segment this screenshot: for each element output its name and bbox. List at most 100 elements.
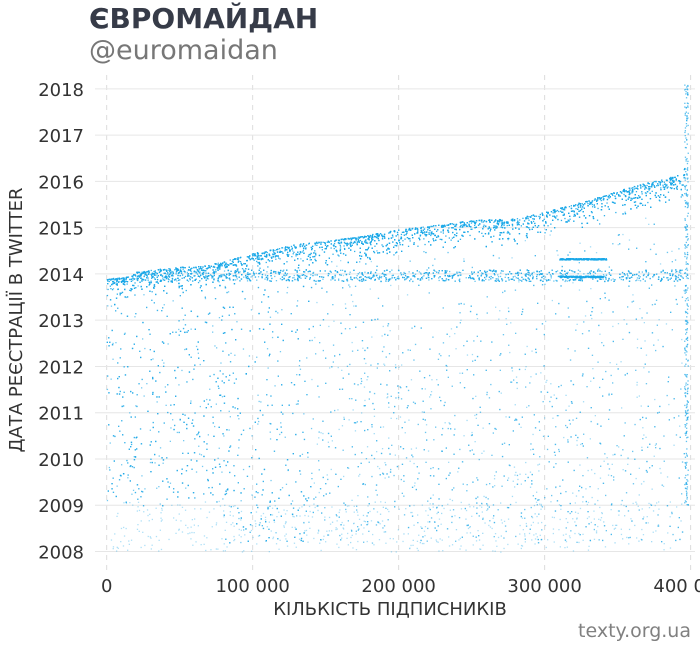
data-point — [342, 287, 344, 289]
data-point — [340, 332, 343, 335]
data-point — [414, 482, 416, 484]
data-point — [356, 275, 358, 277]
data-point — [313, 482, 315, 484]
data-point — [511, 370, 514, 372]
data-point — [460, 319, 462, 321]
data-point — [579, 464, 581, 466]
data-point — [581, 333, 584, 335]
data-point — [243, 276, 245, 278]
data-point — [632, 450, 634, 453]
data-point — [612, 382, 614, 384]
data-point — [295, 403, 298, 405]
data-point — [524, 368, 526, 371]
data-point — [645, 417, 647, 419]
data-point — [506, 232, 508, 234]
data-point — [351, 398, 353, 400]
data-point — [451, 489, 453, 491]
data-point — [508, 464, 510, 466]
data-point — [161, 359, 163, 361]
data-point — [320, 432, 322, 434]
data-point — [596, 219, 599, 221]
data-point — [587, 203, 589, 205]
data-point — [199, 453, 201, 455]
data-point — [604, 453, 606, 455]
data-point — [626, 323, 628, 325]
data-point — [351, 446, 353, 448]
data-point — [533, 504, 536, 507]
data-point — [459, 238, 462, 240]
data-point — [367, 512, 369, 514]
data-point — [301, 251, 303, 253]
data-point — [524, 480, 526, 482]
data-point — [508, 416, 511, 418]
data-point — [347, 520, 349, 522]
data-point — [350, 294, 353, 296]
data-point — [385, 274, 388, 276]
data-point — [541, 284, 544, 286]
data-point — [373, 408, 375, 410]
data-point — [541, 506, 544, 508]
data-point — [546, 273, 548, 275]
data-point — [162, 277, 164, 279]
data-point — [478, 535, 480, 537]
data-point — [525, 226, 528, 228]
data-point — [672, 533, 674, 536]
data-point — [554, 443, 557, 446]
data-point — [488, 397, 491, 399]
data-point — [195, 345, 198, 348]
data-point — [646, 471, 648, 473]
data-point — [332, 304, 334, 306]
data-point — [436, 230, 438, 232]
data-point — [471, 228, 473, 230]
data-point — [643, 434, 645, 436]
data-point — [562, 479, 564, 481]
data-point — [424, 419, 426, 421]
data-point — [430, 234, 432, 237]
data-point — [544, 417, 546, 419]
data-point — [568, 316, 570, 318]
data-point — [396, 417, 398, 420]
data-point — [279, 351, 282, 353]
data-point — [652, 510, 655, 512]
data-point — [305, 247, 307, 249]
data-point — [533, 271, 535, 273]
data-point — [516, 483, 519, 485]
data-point — [673, 417, 675, 419]
data-point — [165, 275, 167, 277]
data-point — [675, 298, 677, 301]
data-point — [624, 422, 626, 424]
data-point — [334, 447, 337, 449]
data-point — [541, 284, 544, 286]
data-point — [616, 363, 618, 365]
data-point — [127, 477, 129, 479]
data-point — [476, 512, 478, 515]
data-point — [543, 218, 545, 220]
data-point — [599, 386, 601, 389]
data-point — [371, 454, 373, 457]
data-point — [681, 276, 683, 278]
data-point — [567, 511, 569, 513]
data-point — [678, 477, 680, 479]
data-point — [645, 261, 647, 263]
data-point — [628, 239, 631, 241]
data-point — [313, 503, 315, 505]
data-point — [394, 405, 396, 408]
data-point — [469, 526, 471, 528]
data-point — [550, 230, 552, 232]
data-point — [496, 227, 498, 229]
data-point — [450, 328, 453, 330]
data-point — [342, 274, 345, 277]
data-point — [636, 396, 638, 398]
data-point — [382, 325, 384, 328]
data-point — [429, 475, 432, 477]
data-point — [369, 276, 371, 278]
data-point — [456, 271, 458, 273]
data-point — [388, 402, 390, 404]
data-point — [386, 397, 388, 399]
data-point — [424, 431, 427, 434]
data-point — [246, 280, 249, 282]
data-point — [340, 332, 343, 335]
data-point — [401, 427, 403, 429]
data-point — [651, 332, 654, 334]
data-point — [284, 436, 286, 438]
